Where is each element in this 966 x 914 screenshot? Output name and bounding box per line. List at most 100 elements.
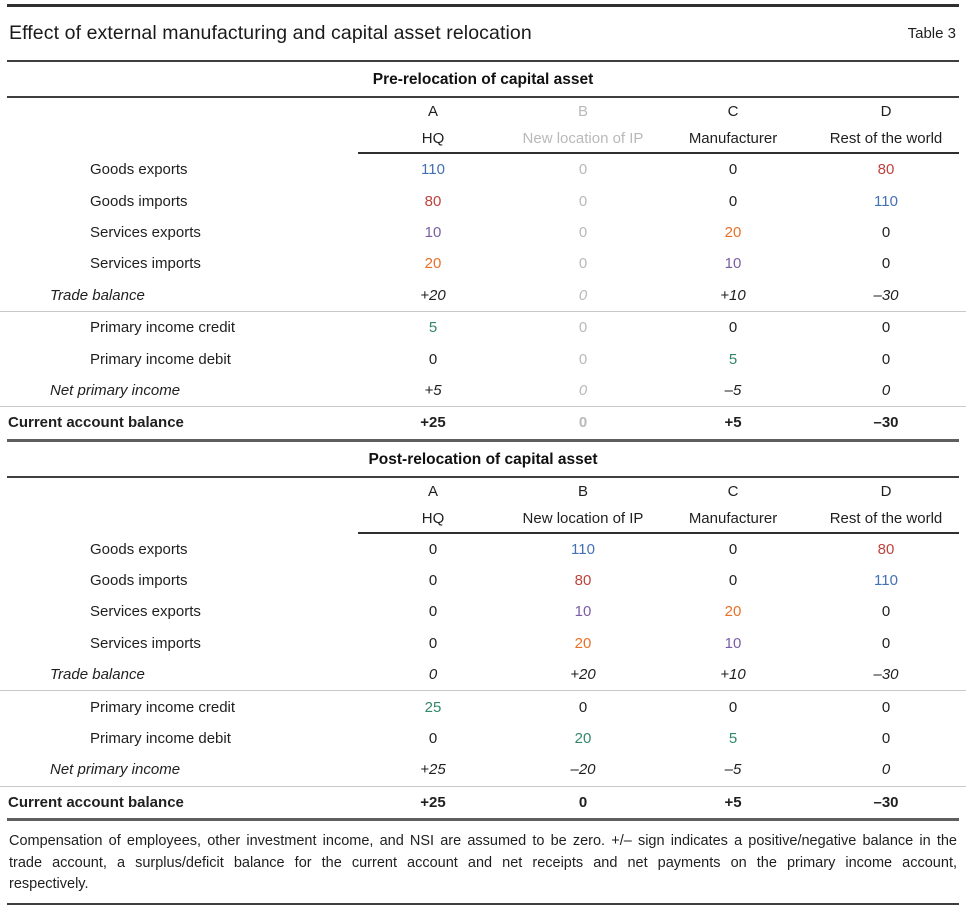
cell-value: 0 bbox=[728, 540, 738, 558]
cell-value: 110 bbox=[874, 572, 898, 590]
cell-value: 5 bbox=[728, 350, 738, 368]
cell-value: +5 bbox=[724, 793, 742, 811]
cell-value: 0 bbox=[881, 381, 891, 399]
pre-relocation-table: A B C D HQ New location of IP Manufacturer Rest… bbox=[0, 98, 966, 439]
cell-value: 20 bbox=[424, 255, 442, 273]
table-row: Net primary income +5 0 –5 0 bbox=[0, 375, 966, 406]
column-letter: A bbox=[427, 482, 438, 500]
cell-value: +20 bbox=[420, 286, 446, 304]
title-bar: Effect of external manufacturing and cap… bbox=[0, 7, 966, 60]
table-row: Services exports 0 10 20 0 bbox=[0, 596, 966, 627]
cell-value: 0 bbox=[881, 634, 891, 652]
cell-value: 0 bbox=[881, 319, 891, 337]
cell-value: +5 bbox=[424, 381, 442, 399]
footnote-separator-rule bbox=[7, 818, 959, 822]
cell-value: 0 bbox=[578, 319, 588, 337]
row-label: Net primary income bbox=[50, 761, 181, 779]
cell-value: 0 bbox=[578, 350, 588, 368]
row-label: Goods imports bbox=[90, 572, 188, 590]
pre-relocation-section: Pre-relocation of capital asset A B C D HQ Ne… bbox=[0, 62, 966, 442]
cell-value: –30 bbox=[873, 666, 899, 684]
section-title-post: Post-relocation of capital asset bbox=[368, 450, 598, 468]
row-label: Net primary income bbox=[50, 381, 181, 399]
row-label: Primary income debit bbox=[90, 350, 231, 368]
cell-value: 0 bbox=[578, 161, 588, 179]
cell-value: 0 bbox=[428, 572, 438, 590]
cell-value: 10 bbox=[724, 634, 742, 652]
table-number-label: Table 3 bbox=[907, 25, 956, 42]
cell-value: 0 bbox=[578, 286, 588, 304]
cell-value: 0 bbox=[881, 603, 891, 621]
cell-value: 10 bbox=[574, 603, 592, 621]
cell-value: +25 bbox=[420, 793, 446, 811]
cell-value: 110 bbox=[421, 161, 445, 179]
row-label: Services imports bbox=[90, 634, 201, 652]
column-name: Manufacturer bbox=[688, 130, 778, 147]
cell-value: –5 bbox=[724, 381, 742, 399]
column-letter: A bbox=[427, 103, 438, 120]
column-name: Rest of the world bbox=[829, 509, 943, 527]
table-row: Goods imports 0 80 0 110 bbox=[0, 565, 966, 596]
post-relocation-table: A B C D HQ New location of IP Manufacturer Rest… bbox=[0, 478, 966, 819]
row-label: Trade balance bbox=[50, 286, 145, 304]
table-row: Net primary income +25 –20 –5 0 bbox=[0, 754, 966, 785]
table-row: Current account balance +25 0 +5 –30 bbox=[0, 787, 966, 818]
row-label: Goods imports bbox=[90, 192, 188, 210]
bottom-rule bbox=[7, 902, 959, 905]
cell-value: –30 bbox=[873, 793, 899, 811]
cell-value: 0 bbox=[728, 192, 738, 210]
cell-value: 80 bbox=[877, 540, 895, 558]
cell-value: 0 bbox=[728, 319, 738, 337]
row-label: Services imports bbox=[90, 255, 201, 273]
footnote-line: respectively. bbox=[9, 876, 89, 893]
column-name: HQ bbox=[421, 130, 445, 147]
row-label: Goods exports bbox=[90, 161, 188, 179]
cell-value: 0 bbox=[578, 381, 588, 399]
cell-value: 0 bbox=[578, 223, 588, 241]
column-name-row: HQ New location of IP Manufacturer Rest of … bbox=[0, 125, 966, 152]
table-row: Primary income debit 0 20 5 0 bbox=[0, 723, 966, 754]
column-name: New location of IP bbox=[522, 509, 644, 527]
cell-value: 110 bbox=[571, 540, 595, 558]
table-row: Goods exports 110 0 0 80 bbox=[0, 154, 966, 185]
row-label: Services exports bbox=[90, 603, 201, 621]
column-letter: C bbox=[727, 482, 739, 500]
cell-value: 0 bbox=[881, 255, 891, 273]
cell-value: +25 bbox=[420, 761, 446, 779]
cell-value: 20 bbox=[574, 730, 592, 748]
cell-value: 0 bbox=[428, 634, 438, 652]
row-label: Primary income credit bbox=[90, 698, 236, 716]
cell-value: 0 bbox=[881, 350, 891, 368]
cell-value: 0 bbox=[881, 730, 891, 748]
cell-value: 0 bbox=[881, 761, 891, 779]
table-row: Primary income credit 5 0 0 0 bbox=[0, 312, 966, 343]
row-divider bbox=[0, 785, 966, 787]
section-title-pre: Pre-relocation of capital asset bbox=[372, 71, 594, 88]
column-name-row: HQ New location of IP Manufacturer Rest of … bbox=[0, 505, 966, 532]
section-rule bbox=[7, 475, 959, 478]
table-row: Primary income debit 0 0 5 0 bbox=[0, 343, 966, 374]
column-letter: D bbox=[880, 103, 892, 120]
cell-value: +20 bbox=[570, 666, 596, 684]
title-rule bbox=[7, 60, 959, 62]
table-row: Services imports 20 0 10 0 bbox=[0, 248, 966, 279]
cell-value: 0 bbox=[428, 666, 438, 684]
row-divider bbox=[0, 310, 966, 312]
cell-value: 0 bbox=[578, 192, 588, 210]
table-row: Services imports 0 20 10 0 bbox=[0, 628, 966, 659]
header-underline bbox=[358, 531, 959, 534]
cell-value: –20 bbox=[570, 761, 596, 779]
table-separator-rule bbox=[7, 438, 959, 442]
cell-value: 0 bbox=[578, 698, 588, 716]
footnote-line: Compensation of employees, other investm… bbox=[9, 833, 957, 850]
section-rule bbox=[7, 96, 959, 98]
column-name: New location of IP bbox=[522, 130, 644, 147]
cell-value: +10 bbox=[720, 286, 746, 304]
cell-value: 5 bbox=[728, 730, 738, 748]
cell-value: 0 bbox=[428, 350, 438, 368]
cell-value: 0 bbox=[881, 223, 891, 241]
cell-value: 0 bbox=[428, 603, 438, 621]
row-label: Trade balance bbox=[50, 666, 145, 684]
footnote-line: trade account, a surplus/deficit balance… bbox=[9, 854, 957, 871]
